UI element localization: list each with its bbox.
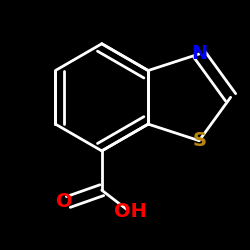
Text: OH: OH xyxy=(114,202,146,221)
Text: N: N xyxy=(191,44,207,64)
Text: O: O xyxy=(56,192,72,212)
Text: S: S xyxy=(192,131,206,150)
